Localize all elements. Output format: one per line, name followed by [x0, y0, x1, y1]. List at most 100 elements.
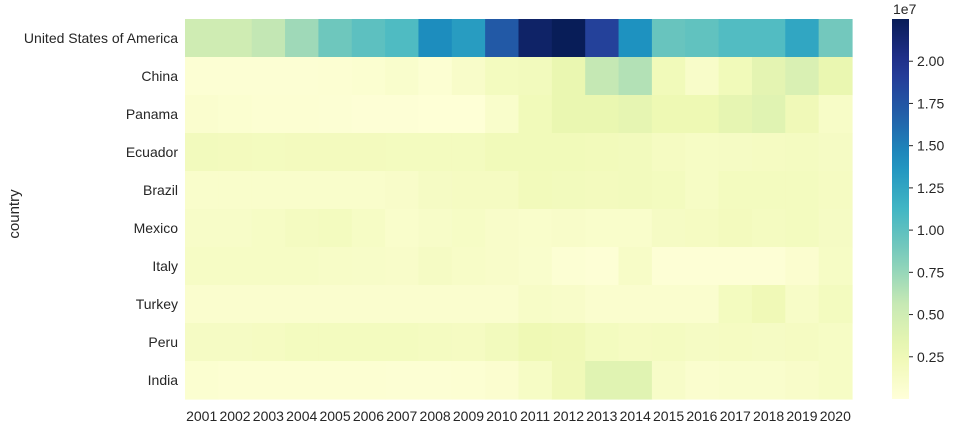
heatmap-cell [585, 209, 620, 248]
heatmap-cell [318, 361, 353, 400]
heatmap-cell [785, 95, 820, 134]
heatmap-cell [318, 95, 353, 134]
heatmap-cell [818, 285, 853, 324]
y-tick-label: Panama [126, 106, 178, 122]
heatmap-cell [685, 361, 720, 400]
heatmap-cell [351, 19, 386, 58]
colorbar-tick-label: 1.25 [917, 180, 944, 196]
x-tick-label: 2006 [353, 408, 384, 424]
heatmap-cell [585, 361, 620, 400]
x-tick-label: 2013 [586, 408, 617, 424]
y-tick-label: Peru [148, 334, 178, 350]
y-tick-label: Turkey [136, 296, 178, 312]
x-tick-label: 2002 [219, 408, 250, 424]
heatmap-cell [285, 323, 319, 362]
heatmap-cell [485, 323, 520, 362]
heatmap-cell [618, 247, 653, 286]
heatmap-cell [285, 209, 319, 248]
colorbar [892, 19, 909, 399]
heatmap-cell [285, 57, 319, 96]
heatmap-cell [318, 133, 353, 172]
heatmap-cell [485, 361, 520, 400]
heatmap-cells [185, 19, 853, 400]
heatmap-cell [418, 361, 453, 400]
colorbar-tick-label: 0.50 [917, 307, 944, 323]
heatmap-cell [351, 323, 386, 362]
heatmap-cell [185, 171, 219, 210]
heatmap-cell [785, 285, 820, 324]
heatmap-cell [318, 19, 353, 58]
heatmap-cell [485, 19, 520, 58]
heatmap-cell [818, 19, 853, 58]
heatmap-cell [451, 285, 486, 324]
heatmap-cell [718, 95, 753, 134]
heatmap-cell [351, 209, 386, 248]
heatmap-cell [285, 247, 319, 286]
heatmap-cell [485, 209, 520, 248]
x-tick-label: 2018 [753, 408, 784, 424]
heatmap-cell [418, 285, 453, 324]
heatmap-cell [651, 19, 686, 58]
heatmap-cell [485, 133, 520, 172]
y-tick-label: Ecuador [126, 144, 178, 160]
heatmap-cell [251, 57, 286, 96]
heatmap-cell [485, 95, 520, 134]
heatmap-cell [685, 209, 720, 248]
colorbar-tick-label: 1.50 [917, 138, 944, 154]
heatmap-cell [818, 133, 853, 172]
heatmap-cell [751, 171, 786, 210]
heatmap-cell [418, 323, 453, 362]
heatmap-cell [751, 95, 786, 134]
heatmap-cell [585, 133, 620, 172]
heatmap-cell [618, 95, 653, 134]
heatmap-cell [285, 361, 319, 400]
heatmap-cell [418, 95, 453, 134]
heatmap-cell [185, 95, 219, 134]
heatmap-cell [551, 57, 586, 96]
heatmap-cell [551, 361, 586, 400]
heatmap-cell [385, 171, 420, 210]
heatmap-cell [285, 19, 319, 58]
heatmap-cell [518, 57, 553, 96]
heatmap-cell [785, 361, 820, 400]
heatmap-cell [785, 323, 820, 362]
heatmap-cell [818, 209, 853, 248]
heatmap-cell [518, 171, 553, 210]
heatmap-cell [318, 57, 353, 96]
heatmap-cell [185, 361, 219, 400]
heatmap-cell [618, 209, 653, 248]
heatmap-cell [785, 247, 820, 286]
heatmap-cell [351, 133, 386, 172]
x-tick-label: 2020 [820, 408, 851, 424]
heatmap-cell [318, 285, 353, 324]
heatmap-cell [518, 323, 553, 362]
heatmap-cell [551, 247, 586, 286]
heatmap-cell [651, 57, 686, 96]
x-tick-label: 2009 [453, 408, 484, 424]
heatmap-cell [651, 285, 686, 324]
heatmap-cell [718, 247, 753, 286]
heatmap-cell [751, 133, 786, 172]
heatmap-cell [418, 209, 453, 248]
heatmap-cell [218, 57, 253, 96]
y-tick-label: Brazil [143, 182, 178, 198]
heatmap-cell [218, 323, 253, 362]
heatmap-cell [551, 133, 586, 172]
heatmap-cell [751, 323, 786, 362]
heatmap-cell [251, 209, 286, 248]
heatmap-cell [385, 209, 420, 248]
heatmap-cell [718, 209, 753, 248]
heatmap-cell [685, 171, 720, 210]
heatmap-cell [718, 19, 753, 58]
heatmap-cell [418, 19, 453, 58]
heatmap-cell [518, 361, 553, 400]
heatmap-cell [385, 95, 420, 134]
heatmap-cell [351, 247, 386, 286]
x-tick-label: 2019 [786, 408, 817, 424]
x-tick-label: 2003 [253, 408, 284, 424]
y-tick-label: United States of America [24, 30, 178, 46]
heatmap-cell [651, 247, 686, 286]
heatmap-cell [518, 247, 553, 286]
heatmap-cell [518, 133, 553, 172]
heatmap-cell [685, 19, 720, 58]
